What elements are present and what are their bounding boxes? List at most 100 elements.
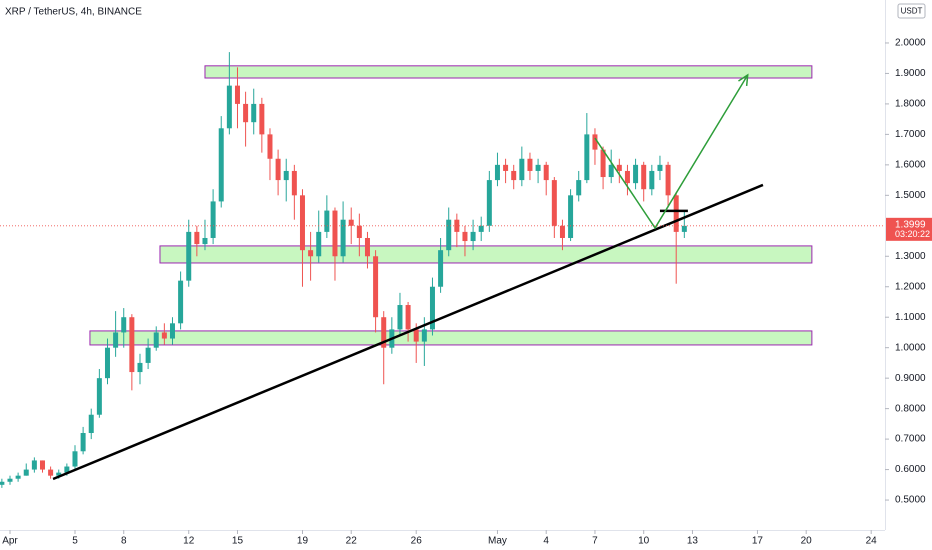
y-tick-label: 0.9000	[895, 373, 926, 384]
candle-body	[633, 164, 639, 184]
candle-body	[137, 362, 143, 373]
currency-badge[interactable]	[897, 3, 926, 19]
x-tick-label: 19	[297, 536, 309, 547]
candle-body	[551, 180, 557, 226]
candle-body	[210, 201, 216, 238]
x-tick-label: 17	[752, 536, 764, 547]
x-tick-label: 22	[346, 536, 358, 547]
candle-body	[494, 164, 500, 181]
candle-body	[348, 219, 354, 226]
y-tick-label: 1.9000	[895, 68, 926, 79]
candle-body	[470, 231, 476, 242]
x-tick-label: 24	[866, 536, 878, 547]
candle-body	[145, 347, 151, 363]
candle-body	[421, 329, 427, 342]
candle-body	[641, 164, 647, 190]
countdown-label: 03:20:22	[895, 229, 930, 239]
candle-body	[308, 250, 314, 257]
candle-body	[56, 472, 62, 476]
candle-body	[194, 231, 200, 245]
candle-body	[275, 158, 281, 181]
candle-body	[503, 164, 509, 171]
candle-body	[665, 164, 671, 196]
y-tick-label: 0.8000	[895, 403, 926, 414]
arrow-head	[738, 73, 749, 86]
x-tick-label: 13	[687, 536, 699, 547]
candle-body	[535, 164, 541, 171]
x-tick-label: May	[488, 536, 507, 547]
candle-body	[243, 103, 249, 123]
candle-body	[478, 225, 484, 232]
candle-body	[429, 286, 435, 330]
candle-body	[129, 317, 135, 373]
candle-body	[39, 460, 45, 470]
candle-body	[332, 210, 338, 257]
candle-body	[381, 317, 387, 348]
candle-body	[600, 149, 606, 178]
candle-body	[316, 231, 322, 257]
candle-body	[31, 460, 37, 470]
last-price-label: 1.3999	[895, 219, 926, 230]
candle-body	[397, 305, 403, 330]
y-tick-label: 1.5000	[895, 190, 926, 201]
y-tick-label: 1.3000	[895, 251, 926, 262]
x-tick-label: 7	[592, 536, 598, 547]
candle-body	[72, 451, 78, 467]
candle-body	[616, 164, 622, 171]
candle-body	[88, 414, 94, 434]
candle-body	[234, 85, 240, 104]
trend-line	[52, 183, 764, 481]
candle-body	[113, 332, 119, 348]
candle-body	[592, 134, 598, 150]
y-tick-label: 1.8000	[895, 99, 926, 110]
candle-body	[121, 317, 127, 333]
candle-body	[486, 180, 492, 226]
x-tick-label: 8	[121, 536, 127, 547]
x-tick-label: Apr	[2, 536, 18, 547]
candle-body	[519, 158, 525, 181]
candle-body	[23, 469, 29, 476]
candle-body	[64, 466, 70, 473]
y-tick-label: 2.0000	[895, 38, 926, 49]
currency-label: USDT	[901, 7, 923, 16]
candle-body	[186, 231, 192, 281]
chart-title: XRP / TetherUS, 4h, BINANCE	[5, 7, 142, 18]
candle-body	[202, 237, 208, 245]
x-tick-label: 26	[411, 536, 423, 547]
candle-body	[649, 170, 655, 190]
candle-body	[104, 347, 110, 379]
candle-body	[657, 164, 663, 171]
candle-body	[373, 256, 379, 318]
y-tick-label: 1.6000	[895, 159, 926, 170]
zone	[204, 65, 813, 79]
x-tick-label: 5	[72, 536, 78, 547]
candle-body	[673, 195, 679, 232]
candle-body	[568, 195, 574, 238]
candle-body	[291, 170, 297, 196]
candle-body	[48, 469, 54, 476]
candle-body	[462, 231, 468, 242]
x-tick-label: 4	[543, 536, 549, 547]
candle-body	[511, 170, 517, 181]
y-tick-label: 1.2000	[895, 281, 926, 292]
candle-body	[364, 237, 370, 257]
candle-body	[681, 225, 687, 232]
candle-body	[299, 195, 305, 251]
y-tick-label: 1.1000	[895, 312, 926, 323]
candle-body	[0, 481, 5, 485]
candle-body	[413, 329, 419, 342]
candle-body	[283, 170, 289, 181]
candle-body	[15, 475, 21, 479]
candle-body	[80, 433, 86, 452]
candle-body	[96, 378, 102, 415]
last-price-tag	[886, 217, 932, 241]
candle-body	[161, 332, 167, 339]
zone	[89, 330, 813, 346]
x-tick-label: 10	[638, 536, 650, 547]
candle-body	[527, 158, 533, 171]
x-tick-label: 12	[183, 536, 195, 547]
y-tick-label: 0.7000	[895, 434, 926, 445]
projection-arrow	[594, 74, 749, 230]
candle-body	[7, 478, 13, 482]
